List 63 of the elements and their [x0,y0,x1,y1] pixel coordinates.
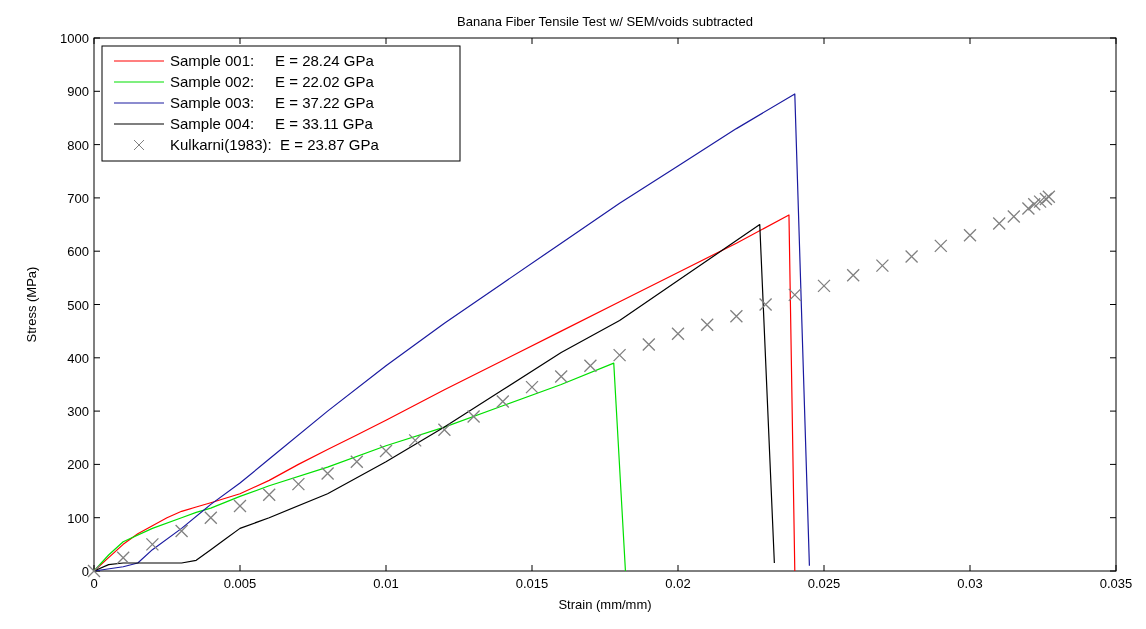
point [437,423,452,437]
y-tick-label: 500 [67,297,89,313]
point [934,239,948,253]
point [700,318,714,332]
point [320,466,335,481]
x-axis-title: Strain (mm/mm) [558,597,652,612]
x-tick-label: 0.01 [373,576,399,591]
point [350,455,364,469]
line-series [93,362,627,572]
y-tick-label: 200 [67,457,89,473]
x-tick-label: 0.03 [957,576,983,591]
point [846,268,860,282]
y-tick-label: 1000 [60,31,89,46]
point [758,297,773,312]
legend-label: Sample 002: E = 22.02 GPa [170,73,375,90]
point [729,309,744,323]
x-tick-label: 0.015 [515,576,549,591]
point [1033,194,1047,209]
point [788,288,802,302]
legend-label: Kulkarni(1983): E = 23.87 GPa [170,136,380,153]
point [233,499,247,513]
point [671,327,685,341]
point [262,488,276,502]
legend-label: Sample 004: E = 33.11 GPa [170,115,374,132]
point [145,537,160,551]
point [992,216,1006,231]
chart-title: Banana Fiber Tensile Test w/ SEM/voids subtracted [457,14,753,29]
point [583,359,598,373]
point [408,433,422,448]
y-axis-title: Stress (MPa) [24,266,39,343]
point [817,279,831,293]
point [379,444,393,458]
point [963,228,977,242]
point [87,564,101,578]
y-tick-label: 400 [67,350,89,366]
y-tick-label: 0 [81,564,89,579]
y-tick-label: 900 [67,84,89,100]
x-tick-label: 0.005 [223,576,257,591]
point [116,551,130,565]
y-tick-label: 600 [67,244,89,260]
point [554,369,568,384]
point [525,380,539,394]
point [642,337,656,352]
x-tick-label: 0.035 [1099,576,1133,591]
point [204,511,218,525]
point [904,249,919,264]
point [496,394,510,409]
legend-label: Sample 003: E = 37.22 GPa [170,94,375,111]
point [1027,197,1041,211]
y-tick-label: 100 [67,510,89,526]
point [174,524,189,538]
point [466,409,481,424]
legend-label: Sample 001: E = 28.24 GPa [170,52,375,69]
point [1021,201,1036,216]
x-tick-label: 0.02 [665,576,691,591]
point [1007,209,1021,224]
x-tick-label: 0.025 [807,576,841,591]
point [612,348,627,362]
point [291,477,306,491]
y-tick-label: 700 [67,190,89,206]
y-tick-label: 300 [67,404,89,420]
point [875,258,890,273]
y-tick-label: 800 [67,137,89,153]
